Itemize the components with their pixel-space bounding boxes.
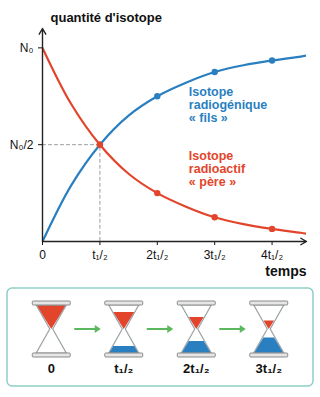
svg-text:t₁/₂: t₁/₂ [92,248,108,262]
svg-text:4t₁/₂: 4t₁/₂ [261,248,283,262]
svg-text:0: 0 [48,361,55,376]
svg-text:2t₁/₂: 2t₁/₂ [183,361,210,376]
svg-text:0: 0 [39,248,46,262]
svg-text:temps: temps [265,263,306,279]
svg-text:2t₁/₂: 2t₁/₂ [146,248,168,262]
svg-text:quantité d'isotope: quantité d'isotope [51,10,162,25]
svg-text:N₀/2: N₀/2 [10,138,34,152]
svg-text:N₀: N₀ [20,41,34,55]
svg-text:t₁/₂: t₁/₂ [114,361,133,376]
svg-text:3t₁/₂: 3t₁/₂ [256,361,283,376]
svg-text:Isotoperadioactif« père »: Isotoperadioactif« père » [189,149,246,189]
svg-text:Isotoperadiogénique« fils »: Isotoperadiogénique« fils » [189,85,268,125]
svg-text:3t₁/₂: 3t₁/₂ [204,248,226,262]
